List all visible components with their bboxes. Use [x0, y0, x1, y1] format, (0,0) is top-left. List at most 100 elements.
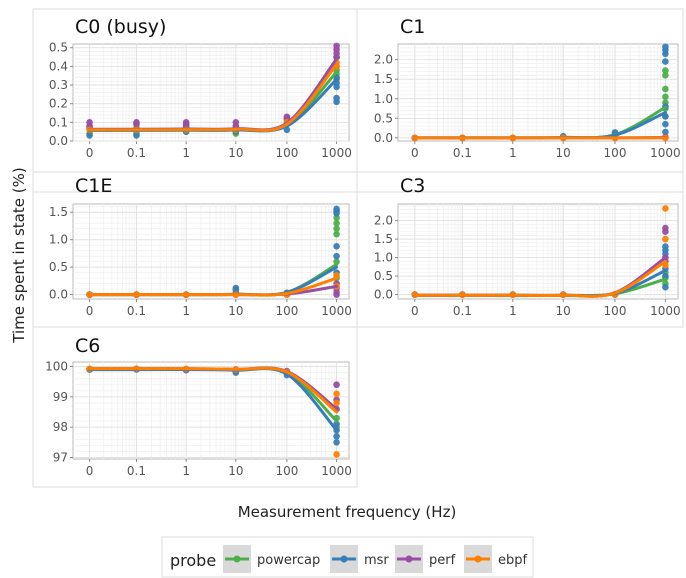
data-point-powercap: [662, 71, 669, 79]
y-tick-label: 2.0: [374, 53, 393, 67]
legend-label-msr: msr: [364, 553, 389, 568]
y-tick-label: 1.0: [49, 233, 68, 247]
y-tick-label: 0.0: [49, 134, 68, 148]
data-point-msr: [333, 439, 340, 446]
data-point-perf: [283, 113, 291, 121]
facet-title-c1: C1: [400, 16, 425, 38]
facet-title-c1e: C1E: [75, 175, 112, 197]
data-point-msr: [662, 128, 669, 136]
y-tick-label: 0.5: [374, 111, 393, 125]
x-tick-label: 10: [556, 146, 571, 160]
x-tick-label: 1: [509, 304, 517, 318]
fit-line-ebpf: [413, 259, 667, 298]
data-point-msr: [133, 132, 140, 139]
x-tick-label: 0.1: [453, 304, 472, 318]
y-tick-label: 0.3: [49, 78, 68, 92]
y-tick-label: 97: [53, 450, 68, 464]
data-point-powercap: [662, 67, 669, 74]
x-tick-label: 1: [182, 304, 190, 318]
x-tick-label: 1: [182, 464, 190, 478]
data-point-powercap: [333, 258, 340, 265]
legend-marker-powercap: [233, 555, 241, 563]
x-tick-label: 0.1: [127, 464, 146, 478]
data-point-msr: [333, 205, 340, 213]
x-tick-label: 10: [228, 464, 243, 478]
plot-area-c1: [397, 43, 679, 142]
legend-item-powercap: powercap: [223, 545, 320, 573]
y-tick-label: 0.2: [49, 97, 68, 111]
facet-title-c0: C0 (busy): [75, 16, 166, 38]
x-tick-label: 10: [228, 146, 243, 160]
x-tick-label: 0: [411, 304, 419, 318]
x-tick-label: 1000: [321, 146, 352, 160]
data-point-msr: [86, 132, 93, 139]
x-tick-label: 0: [86, 304, 94, 318]
legend-marker-ebpf: [474, 555, 482, 563]
x-tick-label: 0: [86, 464, 94, 478]
facet-c6: 0 0.1 1 10 100 1000 97 98 99 100 C6: [45, 335, 352, 478]
y-tick-label: 2.0: [374, 214, 393, 228]
data-point-msr: [333, 420, 340, 428]
legend-label-powercap: powercap: [257, 553, 320, 568]
data-point-ebpf: [333, 399, 340, 407]
x-tick-label: 10: [228, 304, 243, 318]
legend-label-perf: perf: [429, 553, 456, 568]
x-tick-label: 1: [509, 146, 517, 160]
y-tick-label: 0.5: [374, 269, 393, 283]
y-tick-label: 98: [53, 420, 68, 434]
data-point-msr: [662, 58, 669, 65]
x-tick-label: 0.1: [453, 146, 472, 160]
data-point-msr: [662, 43, 669, 51]
x-tick-label: 100: [275, 304, 298, 318]
data-point-msr: [662, 243, 669, 250]
x-tick-label: 1000: [650, 146, 681, 160]
legend-marker-perf: [405, 555, 413, 563]
x-tick-label: 100: [275, 464, 298, 478]
data-point-msr: [333, 94, 340, 102]
data-point-powercap: [333, 225, 340, 233]
data-point-perf: [333, 381, 340, 389]
x-tick-label: 0: [86, 146, 94, 160]
y-tick-label: 0.0: [374, 131, 393, 145]
fit-line-ebpf: [88, 63, 339, 132]
y-tick-label: 1.5: [374, 72, 393, 86]
y-tick-label: 1.0: [374, 92, 393, 106]
data-point-msr: [333, 242, 340, 250]
x-tick-label: 0.1: [127, 304, 146, 318]
data-point-ebpf: [662, 205, 669, 212]
y-tick-label: 0.5: [49, 260, 68, 274]
y-tick-label: 1.5: [374, 232, 393, 246]
facet-frame-c1: [356, 8, 684, 193]
data-point-msr: [662, 120, 669, 128]
data-point-powercap: [333, 219, 340, 227]
data-point-powercap: [333, 230, 340, 238]
fit-line-ebpf: [88, 366, 339, 414]
data-point-msr: [232, 284, 240, 292]
y-tick-label: 0.0: [49, 288, 68, 302]
facet-frame-c6: [32, 326, 358, 488]
x-tick-label: 0.1: [127, 146, 146, 160]
facet-frame-c3: [356, 171, 684, 328]
data-point-perf: [182, 119, 190, 126]
data-point-powercap: [662, 85, 669, 93]
y-tick-label: 1.0: [374, 251, 393, 265]
data-point-ebpf: [333, 390, 340, 398]
y-tick-label: 99: [53, 390, 68, 404]
facet-c3: 0 0.1 1 10 100 1000 0.0 0.5 1.0 1.5 2.0 C3: [374, 175, 681, 318]
legend-item-ebpf: ebpf: [464, 545, 528, 573]
y-tick-label: 1.5: [49, 205, 68, 219]
x-tick-label: 100: [275, 146, 298, 160]
x-tick-label: 0: [411, 146, 419, 160]
legend-item-msr: msr: [330, 545, 389, 573]
data-point-perf: [133, 119, 140, 126]
data-point-perf: [86, 119, 93, 126]
legend-item-perf: perf: [395, 545, 456, 573]
facet-c1e: 0 0.1 1 10 100 1000 0.0 0.5 1.0 1.5 C1E: [49, 175, 352, 318]
y-axis-label: Time spent in state (%): [10, 167, 28, 343]
y-tick-label: 0.0: [374, 288, 393, 302]
facet-c1: 0 0.1 1 10 100 1000 0.0 0.5 1.0 1.5 2.0 C1: [374, 16, 681, 160]
x-tick-label: 100: [604, 146, 627, 160]
data-point-msr: [662, 283, 669, 291]
y-tick-label: 0.4: [49, 59, 68, 73]
